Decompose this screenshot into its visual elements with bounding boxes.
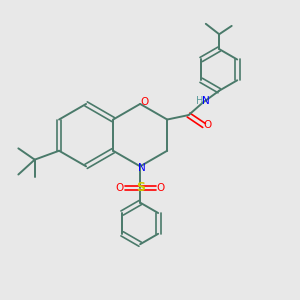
Text: O: O bbox=[203, 121, 212, 130]
Text: O: O bbox=[157, 183, 165, 193]
Text: O: O bbox=[115, 183, 124, 193]
Text: N: N bbox=[202, 96, 210, 106]
Text: N: N bbox=[138, 163, 146, 173]
Text: S: S bbox=[136, 181, 145, 194]
Text: H: H bbox=[196, 96, 203, 106]
Text: O: O bbox=[140, 98, 148, 107]
